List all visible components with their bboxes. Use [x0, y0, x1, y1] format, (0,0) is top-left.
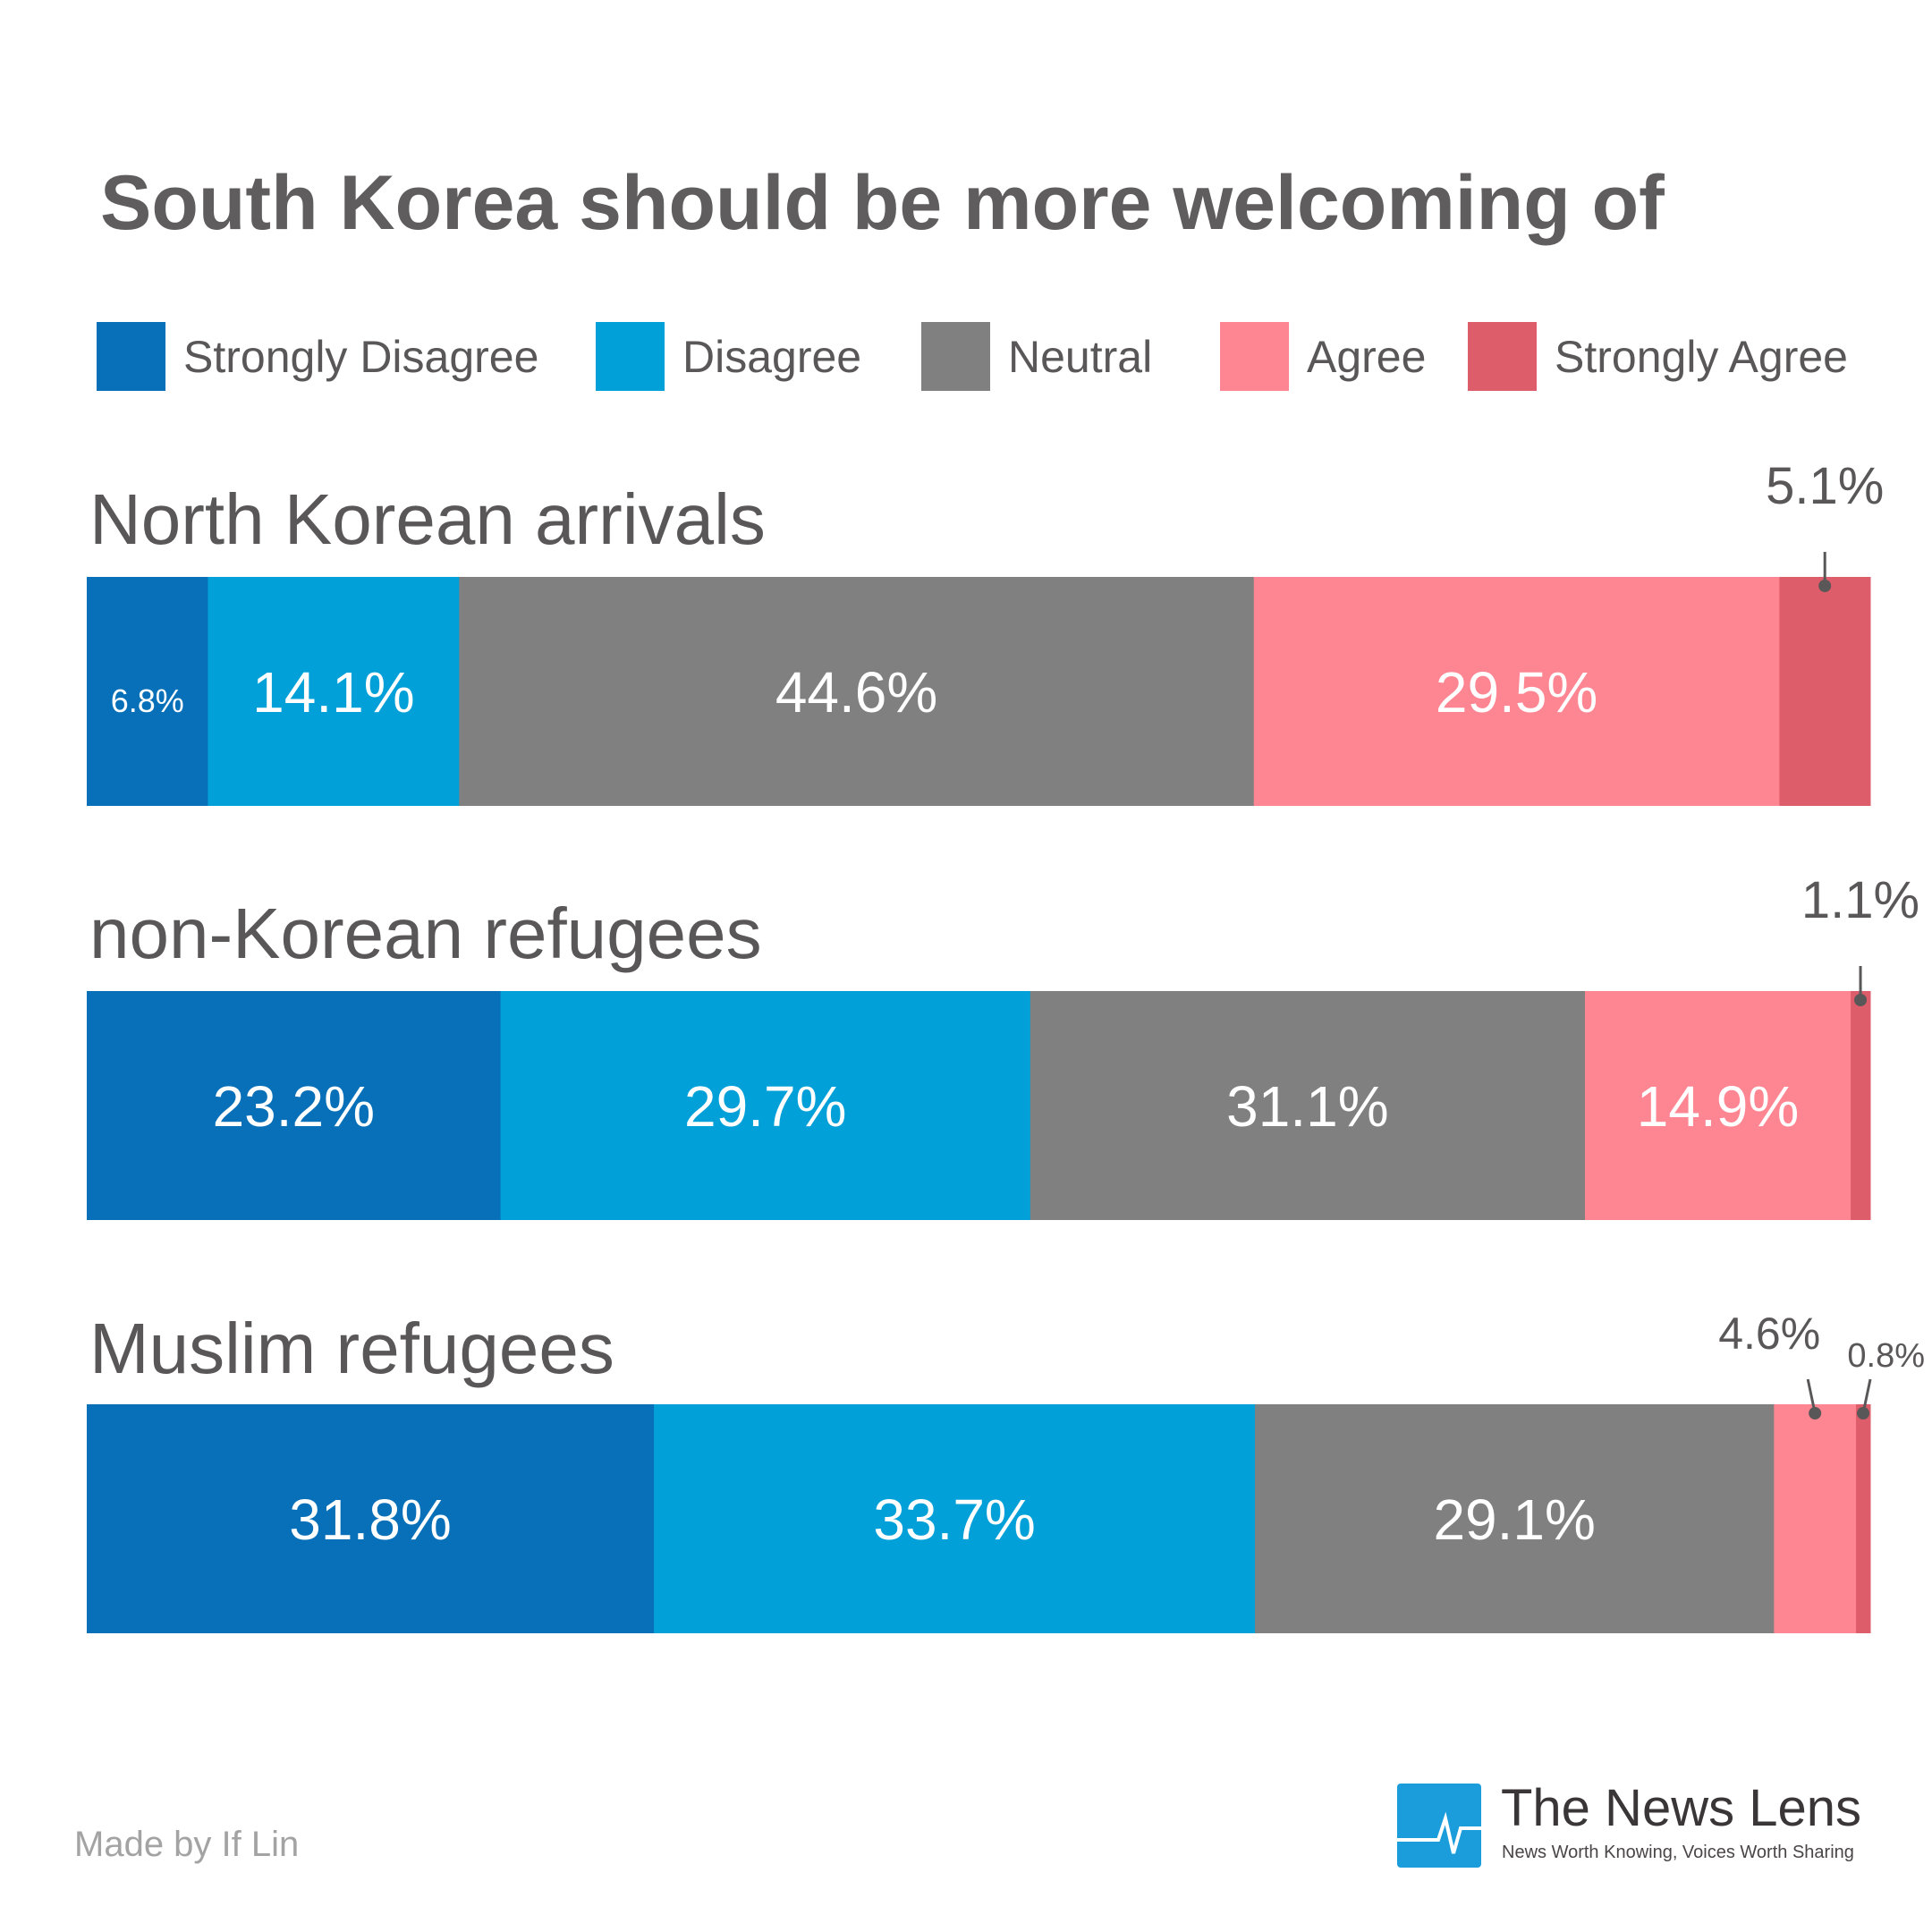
data-label: 29.1% — [1433, 1487, 1595, 1552]
data-label-outside: 0.8% — [1847, 1337, 1925, 1375]
data-label: 14.9% — [1637, 1074, 1799, 1139]
data-label: 44.6% — [775, 660, 937, 724]
legend-item-agree: Agree — [1220, 322, 1426, 391]
category-label: non-Korean refugees — [89, 894, 762, 973]
legend-item-strongly-disagree: Strongly Disagree — [97, 322, 538, 391]
data-label-outside: 5.1% — [1766, 457, 1884, 515]
bar-segment — [87, 991, 502, 1220]
legend-label: Strongly Disagree — [183, 331, 539, 382]
bar-segment — [1851, 991, 1871, 1220]
chart-title: South Korea should be more welcoming of — [100, 160, 1665, 246]
leader-dot — [1854, 994, 1868, 1006]
legend-swatch — [97, 322, 165, 391]
data-label-outside: 1.1% — [1801, 871, 1919, 929]
data-label-outside: 4.6% — [1718, 1309, 1820, 1359]
leader-dot — [1809, 1407, 1822, 1419]
legend-label: Agree — [1307, 331, 1427, 382]
bar-segment — [459, 577, 1255, 806]
legend-label: Strongly Agree — [1555, 331, 1848, 382]
legend-swatch — [1220, 322, 1289, 391]
legend-item-strongly-agree: Strongly Agree — [1468, 322, 1848, 391]
bar-segment — [1584, 991, 1852, 1220]
legend-item-neutral: Neutral — [921, 322, 1152, 391]
category-label: North Korean arrivals — [89, 479, 766, 559]
data-label: 6.8% — [111, 682, 184, 719]
legend-swatch — [921, 322, 990, 391]
data-label: 33.7% — [873, 1487, 1035, 1552]
bar-segment — [87, 577, 208, 806]
bar-segment — [1030, 991, 1586, 1220]
bar-segment — [1779, 577, 1871, 806]
bar-segment — [654, 1404, 1256, 1633]
logo-tagline: News Worth Knowing, Voices Worth Sharing — [1502, 1843, 1854, 1862]
bar-segment — [1253, 577, 1780, 806]
data-label: 29.5% — [1436, 660, 1597, 724]
bar-segment — [208, 577, 460, 806]
leader-dot — [1857, 1407, 1870, 1419]
legend-label: Neutral — [1008, 331, 1153, 382]
category-label: Muslim refugees — [89, 1309, 614, 1388]
legend-swatch — [1468, 322, 1537, 391]
logo-name: The News Lens — [1501, 1779, 1861, 1837]
bar-segment — [1255, 1404, 1775, 1633]
leader-dot — [1818, 580, 1832, 592]
bar-segment — [1856, 1404, 1871, 1633]
data-label: 31.1% — [1226, 1074, 1388, 1139]
pulse-icon — [1397, 1784, 1481, 1868]
bar-segment — [1774, 1404, 1857, 1633]
data-label: 23.2% — [213, 1074, 375, 1139]
data-label: 14.1% — [252, 660, 414, 724]
data-label: 29.7% — [684, 1074, 846, 1139]
legend-item-disagree: Disagree — [596, 322, 861, 391]
legend-label: Disagree — [682, 331, 862, 382]
bar-segment — [500, 991, 1031, 1220]
legend-swatch — [596, 322, 665, 391]
bar-segment — [87, 1404, 655, 1633]
data-label: 31.8% — [289, 1487, 451, 1552]
credit: Made by If Lin — [74, 1825, 300, 1864]
